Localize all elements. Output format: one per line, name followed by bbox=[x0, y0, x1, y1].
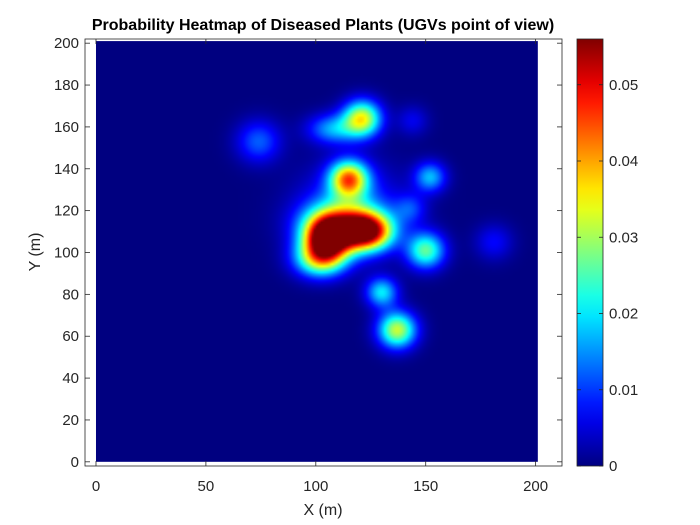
colorbar-ticks: 0 0.01 0.02 0.03 0.04 0.05 bbox=[577, 77, 638, 475]
x-tick-label: 0 bbox=[92, 478, 100, 495]
y-tick-label: 160 bbox=[54, 119, 79, 136]
colorbar-tick-label: 0.03 bbox=[609, 229, 638, 246]
y-tick-label: 60 bbox=[62, 328, 79, 345]
colorbar: 0 0.01 0.02 0.03 0.04 0.05 bbox=[576, 38, 638, 475]
x-axis-label: X (m) bbox=[303, 502, 342, 519]
y-tick-label: 0 bbox=[71, 454, 79, 471]
y-axis-label: Y (m) bbox=[27, 233, 44, 272]
y-tick-label: 140 bbox=[54, 161, 79, 178]
x-tick-label: 150 bbox=[413, 478, 438, 495]
y-tick-label: 120 bbox=[54, 203, 79, 220]
y-tick-label: 100 bbox=[54, 245, 79, 262]
chart-title: Probability Heatmap of Diseased Plants (… bbox=[92, 17, 554, 34]
x-tick-label: 100 bbox=[303, 478, 328, 495]
y-tick-label: 40 bbox=[62, 370, 79, 387]
plot-area: 0 50 100 150 200 0 20 40 60 80 100 120 140 160 180 200 bbox=[54, 35, 563, 495]
x-tick-label: 50 bbox=[198, 478, 215, 495]
colorbar-gradient bbox=[577, 39, 603, 466]
colorbar-tick-label: 0.04 bbox=[609, 153, 638, 170]
colorbar-tick-label: 0.02 bbox=[609, 306, 638, 323]
y-tick-label: 180 bbox=[54, 77, 79, 94]
y-tick-label: 200 bbox=[54, 35, 79, 52]
y-tick-label: 80 bbox=[62, 286, 79, 303]
x-axis-ticks: 0 50 100 150 200 bbox=[92, 39, 548, 495]
x-tick-label: 200 bbox=[523, 478, 548, 495]
colorbar-tick-label: 0.05 bbox=[609, 77, 638, 94]
y-tick-label: 20 bbox=[62, 412, 79, 429]
y-axis-ticks: 0 20 40 60 80 100 120 140 160 180 200 bbox=[54, 35, 562, 471]
colorbar-tick-label: 0.01 bbox=[609, 382, 638, 399]
colorbar-tick-label: 0 bbox=[609, 458, 617, 475]
colorbar-frame bbox=[576, 38, 604, 467]
plot-frame bbox=[84, 38, 563, 467]
heatmap-image bbox=[95, 41, 538, 462]
